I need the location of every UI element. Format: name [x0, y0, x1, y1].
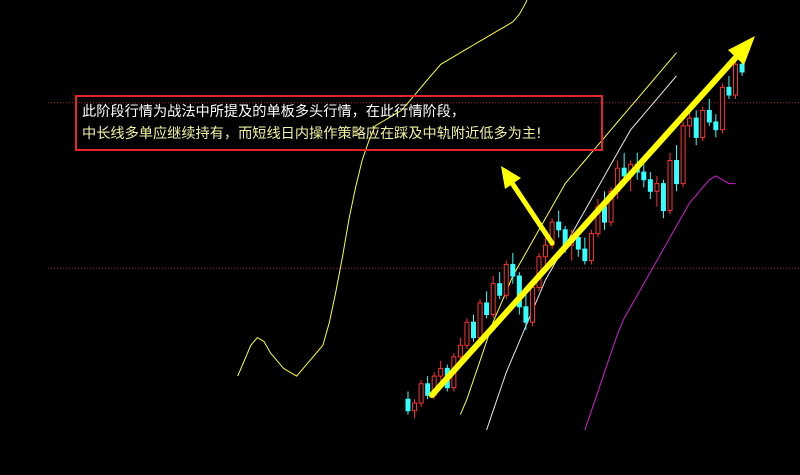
- candle: [588, 229, 594, 265]
- candle-body: [588, 233, 594, 262]
- band-line-1: [237, 0, 528, 377]
- candle: [418, 379, 424, 407]
- candle: [641, 164, 647, 188]
- candle: [693, 110, 699, 146]
- candle: [674, 145, 680, 192]
- candle: [543, 237, 549, 265]
- candle-body: [438, 367, 444, 377]
- candle-body: [471, 321, 476, 339]
- candle: [490, 276, 496, 319]
- candle: [667, 152, 673, 215]
- candle: [529, 283, 535, 327]
- candle-body: [497, 283, 503, 296]
- candle: [713, 114, 719, 138]
- candle-body: [647, 179, 653, 192]
- candle-body: [457, 344, 463, 358]
- candle-body: [529, 287, 535, 323]
- band-lines: [237, 0, 736, 431]
- candle: [733, 60, 738, 99]
- candle: [647, 172, 653, 199]
- candle: [510, 252, 516, 284]
- candle-body: [641, 171, 647, 181]
- candle-body: [608, 190, 614, 223]
- candle-body: [621, 167, 627, 177]
- annotation-line-2: 中长线多单应继续持有，而短线日内操作策略应在踩及中轨附近低多为主!: [82, 126, 542, 142]
- candle-body: [667, 160, 673, 212]
- candle: [471, 314, 476, 342]
- candle-body: [503, 263, 509, 296]
- candle-body: [660, 183, 666, 212]
- annotation-box: 此阶段行情为战法中所提及的单板多头行情，在此行情阶段， 中长线多单应继续持有，而…: [75, 95, 603, 151]
- trend-arrow: [429, 36, 755, 398]
- candle-body: [412, 402, 418, 412]
- candle: [477, 299, 483, 342]
- band-line-2: [459, 52, 677, 415]
- candle: [464, 318, 470, 350]
- candle: [425, 376, 431, 400]
- candle-body: [556, 221, 562, 231]
- pointer-arrow: [501, 166, 555, 246]
- band-line-4: [584, 175, 736, 431]
- candle-body: [674, 160, 680, 185]
- candle-body: [739, 63, 745, 73]
- candle-body: [523, 306, 529, 323]
- candle: [719, 83, 725, 134]
- candle: [405, 391, 411, 415]
- candle-body: [726, 86, 732, 96]
- candle-body: [490, 283, 496, 316]
- candle-body: [680, 125, 686, 185]
- candle: [484, 291, 490, 319]
- candle: [523, 291, 529, 330]
- candle: [726, 75, 732, 99]
- candle-body: [700, 109, 706, 138]
- candle-body: [484, 302, 490, 316]
- candle-body: [425, 383, 431, 396]
- arrows: [429, 36, 755, 398]
- candle: [654, 175, 660, 207]
- candle: [706, 98, 712, 126]
- candle: [602, 191, 607, 230]
- candle-body: [405, 398, 411, 412]
- candle: [438, 360, 444, 384]
- candle-body: [687, 117, 693, 127]
- candle: [582, 237, 588, 265]
- candle-body: [733, 63, 738, 96]
- candle: [497, 272, 503, 300]
- candle: [700, 106, 706, 142]
- candle-body: [575, 237, 581, 250]
- candle-body: [719, 86, 725, 131]
- candle: [412, 399, 418, 419]
- candle-body: [693, 117, 699, 138]
- band-line-3: [486, 75, 677, 431]
- annotation-line-1: 此阶段行情为战法中所提及的单板多头行情，在此行情阶段，: [82, 104, 466, 120]
- candle-body: [510, 263, 516, 277]
- candle: [556, 210, 562, 238]
- candle: [680, 122, 686, 188]
- candle-body: [477, 302, 483, 339]
- candle-body: [713, 121, 719, 131]
- candle-body: [582, 248, 588, 262]
- candle-body: [654, 183, 660, 192]
- candle: [503, 260, 509, 300]
- candle-body: [543, 244, 549, 258]
- candle: [660, 179, 666, 219]
- candle-body: [464, 321, 470, 346]
- candle-body: [418, 383, 424, 404]
- candle-body: [706, 109, 712, 123]
